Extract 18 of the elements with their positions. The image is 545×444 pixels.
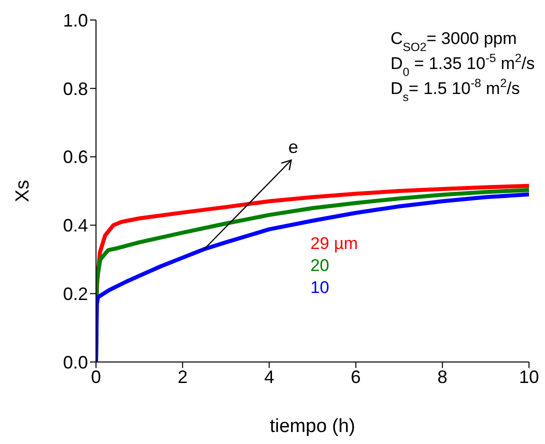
x-tick-label: 2 — [178, 366, 188, 387]
y-tick-label: 0.0 — [62, 352, 88, 372]
x-tick-label: 10 — [518, 366, 540, 387]
text: 10 — [310, 278, 330, 298]
annotation: e — [288, 137, 298, 158]
y-tick-label: 0.8 — [62, 78, 88, 99]
y-tick-label: 0.4 — [62, 216, 88, 236]
y-axis-title: Xs — [12, 180, 34, 202]
x-tick-label: 4 — [264, 366, 274, 387]
x-axis-title: tiempo (h) — [270, 416, 356, 437]
x-tick-label: 8 — [437, 366, 448, 387]
text: 20 — [310, 256, 330, 276]
y-tick-label: 0.6 — [62, 147, 88, 168]
y-tick-label: 0.2 — [62, 284, 88, 304]
x-tick-label: 6 — [350, 366, 361, 387]
x-tick-label: 0 — [90, 366, 102, 387]
text: 29 µm — [310, 234, 358, 254]
y-tick-label: 1.0 — [62, 10, 88, 30]
